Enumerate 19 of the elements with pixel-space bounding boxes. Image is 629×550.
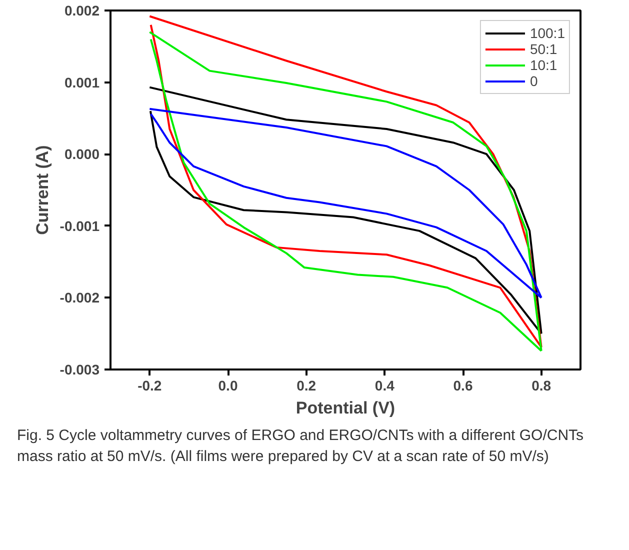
legend-label: 100:1 xyxy=(530,25,565,41)
legend-label: 0 xyxy=(530,73,539,89)
x-tick-label: 0.4 xyxy=(374,378,395,394)
y-tick-label: 0.002 xyxy=(64,2,100,18)
y-tick-label: 0.001 xyxy=(64,74,100,90)
x-tick-label: 0.2 xyxy=(296,378,316,394)
x-tick-label: 0.6 xyxy=(453,378,473,394)
x-axis-title: Potential (V) xyxy=(296,398,396,418)
y-tick-label: 0.000 xyxy=(64,146,100,162)
x-tick-label: 0.8 xyxy=(532,378,552,394)
y-tick-label: -0.002 xyxy=(60,290,100,306)
legend-label: 10:1 xyxy=(530,57,558,73)
y-tick-label: -0.003 xyxy=(60,362,100,378)
x-tick-label: 0.0 xyxy=(218,378,238,394)
legend-label: 50:1 xyxy=(530,41,558,57)
y-tick-label: -0.001 xyxy=(60,218,100,234)
y-axis-title: Current (A) xyxy=(32,145,52,235)
x-tick-label: -0.2 xyxy=(138,378,162,394)
caption: Fig. 5 Cycle voltammetry curves of ERGO and ERGO/CNTs with a different GO/CNTs mass ratio at 50 mV/s. (All films were prepared by CV at a scan rate of 50 mV/s) xyxy=(17,426,585,468)
